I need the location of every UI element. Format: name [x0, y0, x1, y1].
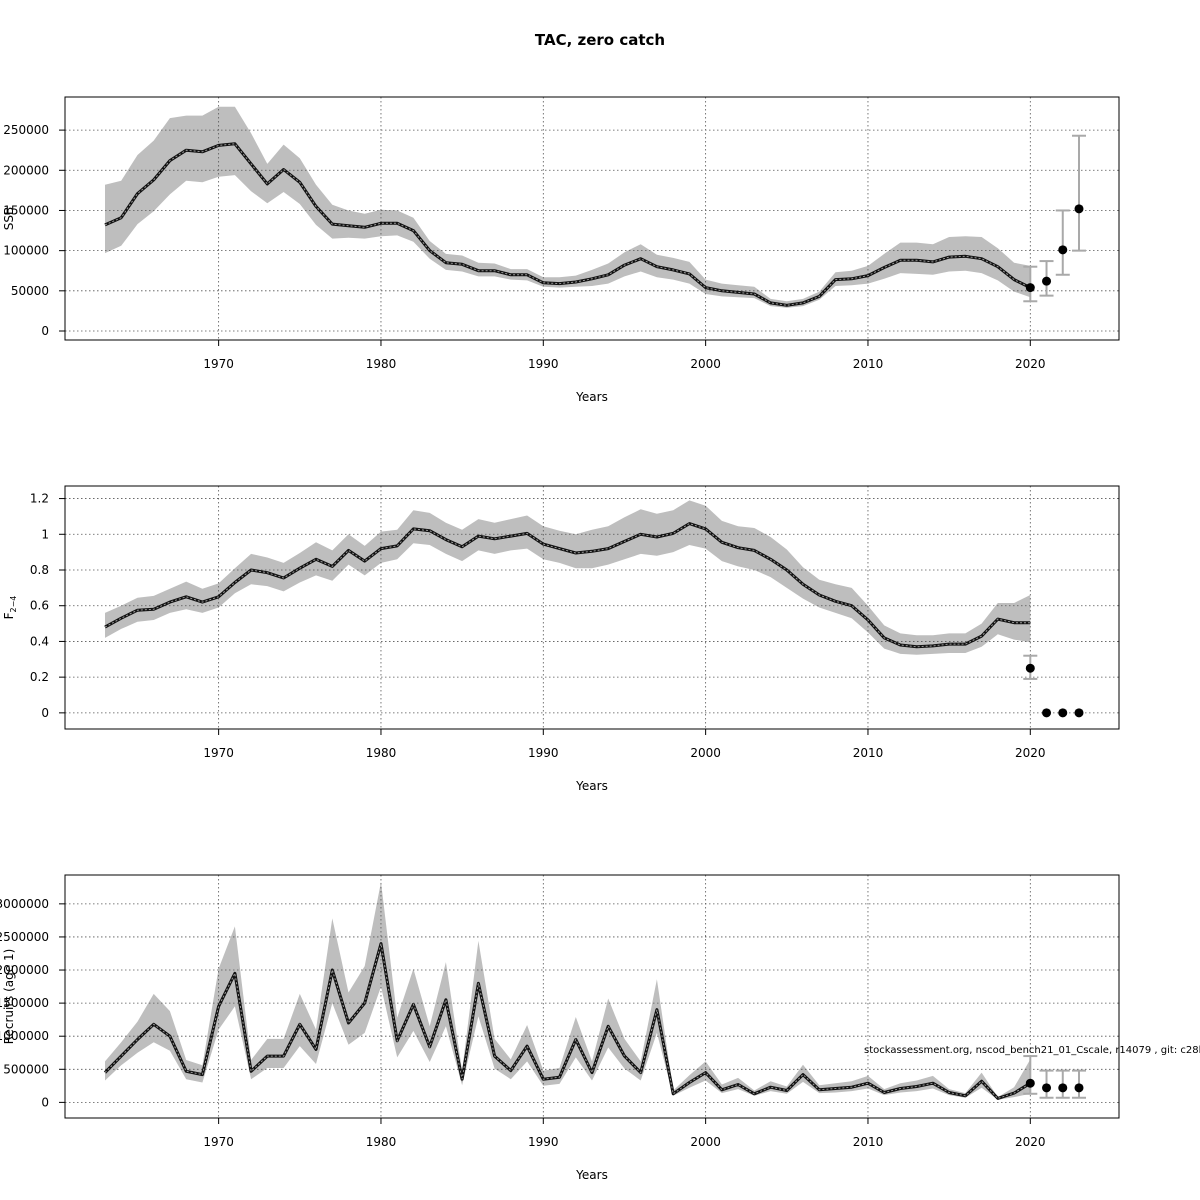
x-tick-label: 1980 — [366, 357, 397, 371]
x-axis-label: Years — [575, 390, 608, 404]
x-tick-label: 2010 — [853, 1135, 884, 1149]
x-tick-label: 1990 — [528, 1135, 559, 1149]
x-tick-label: 1980 — [366, 1135, 397, 1149]
x-tick-label: 1970 — [203, 746, 234, 760]
y-tick-label: 250000 — [3, 123, 49, 137]
forecast-point — [1042, 1083, 1052, 1093]
plot-frame — [64, 874, 1120, 1119]
forecast-point — [1074, 708, 1084, 718]
forecast-point — [1058, 245, 1068, 255]
ssb-panel: 1970 1980 1990 2000 2010 2020 0 50000 100000 1500… — [2, 96, 1120, 404]
x-tick-label: 2010 — [853, 746, 884, 760]
y-tick-label: 500000 — [3, 1062, 49, 1076]
footnote-text: stockassessment.org, nscod_bench21_01_Cs… — [864, 1045, 1200, 1056]
x-tick-label: 1980 — [366, 746, 397, 760]
forecast-point — [1074, 204, 1084, 214]
x-tick-label: 2000 — [690, 746, 721, 760]
forecast-point — [1025, 663, 1035, 673]
y-tick-label: 50000 — [11, 284, 49, 298]
x-tick-label: 2010 — [853, 357, 884, 371]
forecast-point — [1042, 708, 1052, 718]
x-tick-label: 1970 — [203, 357, 234, 371]
x-axis-label: Years — [575, 779, 608, 793]
forecast-point — [1058, 1083, 1068, 1093]
confidence-band — [105, 500, 1031, 655]
y-tick-label: 1000000 — [0, 1029, 49, 1043]
plot-frame — [64, 96, 1120, 341]
x-axis-label: Years — [575, 1168, 608, 1182]
y-tick-label: 1.2 — [30, 492, 49, 506]
plot-frame — [64, 485, 1120, 730]
y-tick-label: 200000 — [3, 163, 49, 177]
y-tick-label: 2500000 — [0, 930, 49, 944]
y-axis-label: SSB — [2, 207, 16, 230]
y-tick-label: 0.6 — [30, 599, 49, 613]
forecast-point — [1025, 1078, 1035, 1088]
x-tick-label: 1990 — [528, 746, 559, 760]
estimate-line-dash — [104, 523, 1031, 648]
forecast-point — [1042, 276, 1052, 286]
x-tick-label: 1990 — [528, 357, 559, 371]
y-tick-label: 0.8 — [30, 563, 49, 577]
x-tick-label: 2000 — [690, 357, 721, 371]
y-tick-label: 3000000 — [0, 897, 49, 911]
x-tick-label: 2000 — [690, 1135, 721, 1149]
y-tick-label: 1500000 — [0, 996, 49, 1010]
y-tick-label: 0 — [41, 324, 49, 338]
recruits-panel: 1970 1980 1990 2000 2010 2020 0 500000 1000000 15… — [0, 874, 1120, 1182]
y-axis-label: F2−4 — [2, 596, 18, 620]
confidence-band — [105, 106, 1031, 308]
confidence-band — [105, 882, 1031, 1100]
y-tick-label: 0.2 — [30, 670, 49, 684]
forecast-point — [1058, 708, 1068, 718]
forecast-point — [1025, 283, 1035, 293]
y-tick-label: 0 — [41, 1095, 49, 1109]
estimate-line-dash — [104, 943, 1031, 1099]
x-tick-label: 2020 — [1015, 357, 1046, 371]
y-tick-label: 150000 — [3, 203, 49, 217]
fishing-mortality-panel: 1970 1980 1990 2000 2010 2020 0 0.2 0.4 0.6 0.8 1 1.… — [2, 485, 1120, 793]
x-tick-label: 2020 — [1015, 746, 1046, 760]
y-axis-label: Recruits (age 1) — [2, 949, 16, 1045]
estimate-line — [103, 942, 1032, 1100]
y-tick-label: 0 — [41, 706, 49, 720]
x-tick-label: 2020 — [1015, 1135, 1046, 1149]
y-tick-label: 2000000 — [0, 963, 49, 977]
forecast-point — [1074, 1083, 1084, 1093]
y-tick-label: 100000 — [3, 244, 49, 258]
y-tick-label: 1 — [41, 527, 49, 541]
y-tick-label: 0.4 — [30, 634, 49, 648]
x-tick-label: 1970 — [203, 1135, 234, 1149]
estimate-line-dash — [104, 143, 1031, 306]
chart-title: TAC, zero catch — [534, 31, 666, 49]
